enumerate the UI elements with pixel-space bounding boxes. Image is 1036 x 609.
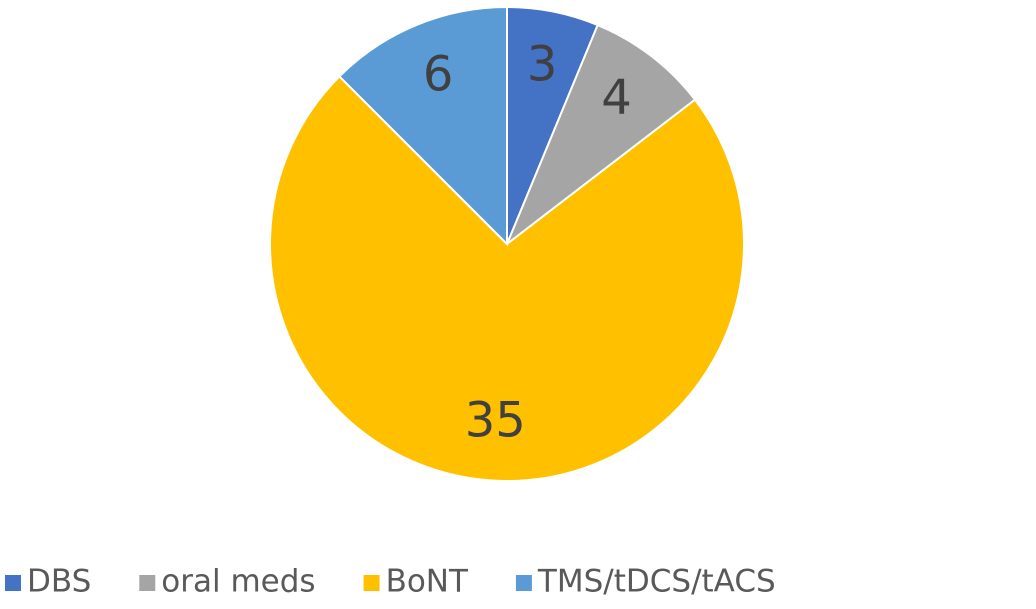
legend-swatch [515, 575, 532, 591]
data-label: 4 [601, 70, 632, 126]
legend-swatch [5, 575, 21, 591]
legend-label: BoNT [386, 564, 469, 600]
legend-swatch [139, 575, 156, 591]
data-label: 35 [465, 393, 526, 449]
legend-label: TMS/tDCS/tACS [537, 564, 776, 600]
data-label: 6 [423, 47, 454, 103]
legend-label: DBS [27, 564, 91, 600]
pie-slice [269, 74, 745, 482]
legend-label: oral meds [161, 564, 315, 600]
legend-swatch [363, 575, 380, 591]
pie-slice [504, 23, 697, 248]
pie-slice [338, 5, 508, 247]
data-label: 3 [527, 36, 558, 92]
